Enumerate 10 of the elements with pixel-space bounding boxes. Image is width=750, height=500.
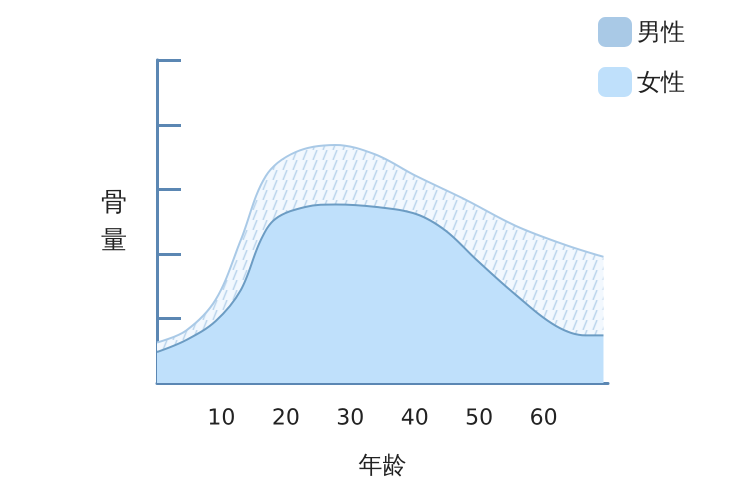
x-tick-label: 40: [400, 406, 429, 430]
y-axis-title: 骨量: [101, 188, 127, 256]
legend-label: 女性: [637, 68, 685, 96]
x-tick-label: 60: [530, 406, 558, 430]
legend-label: 男性: [637, 18, 685, 46]
x-tick-label: 30: [336, 406, 364, 430]
x-tick-label: 50: [465, 406, 494, 430]
x-tick-label: 20: [272, 406, 300, 430]
x-tick-label: 10: [207, 406, 236, 430]
x-axis-title: 年龄: [358, 451, 406, 479]
